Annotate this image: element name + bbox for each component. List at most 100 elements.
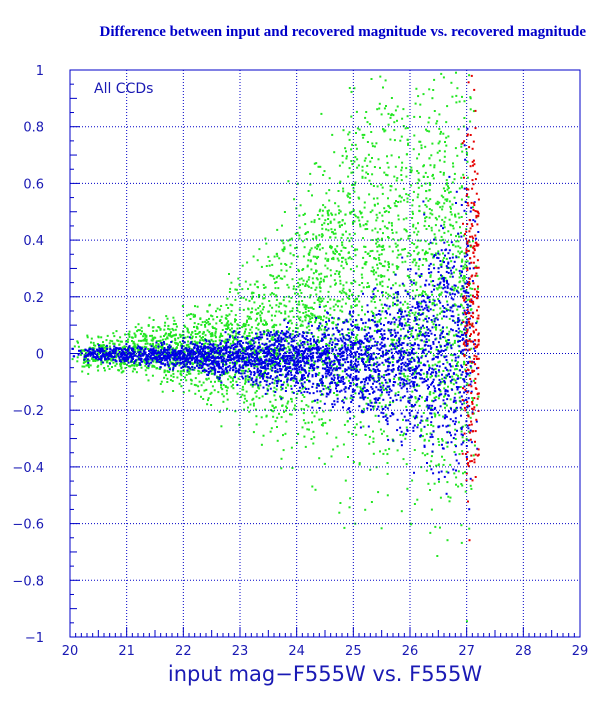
scatter-point-green <box>413 297 416 300</box>
scatter-point-green <box>411 217 414 219</box>
scatter-point-blue <box>338 390 341 393</box>
scatter-point-green <box>316 401 319 404</box>
scatter-point-green <box>380 245 383 248</box>
scatter-point-green <box>341 310 344 313</box>
scatter-point-green <box>439 171 442 173</box>
scatter-point-green <box>454 428 457 431</box>
scatter-point-blue <box>357 377 360 380</box>
scatter-point-green <box>336 245 339 248</box>
scatter-point-green <box>368 285 370 288</box>
scatter-point-green <box>148 348 151 351</box>
scatter-point-green <box>330 247 333 250</box>
scatter-point-green <box>128 335 131 338</box>
scatter-point-green <box>322 297 325 300</box>
scatter-point-green <box>443 382 446 385</box>
scatter-point-green <box>333 317 335 320</box>
scatter-point-green <box>203 389 206 392</box>
scatter-point-green <box>319 290 322 293</box>
scatter-point-green <box>414 396 417 399</box>
scatter-point-green <box>382 452 385 455</box>
scatter-point-green <box>341 161 344 164</box>
scatter-point-blue <box>431 450 434 453</box>
scatter-point-green <box>469 484 472 487</box>
scatter-point-green <box>344 213 347 216</box>
scatter-point-green <box>200 384 203 387</box>
scatter-point-green <box>91 358 94 360</box>
scatter-point-green <box>458 281 461 284</box>
scatter-point-green <box>307 285 310 288</box>
scatter-point-green <box>409 254 412 257</box>
scatter-point-green <box>424 293 427 296</box>
scatter-point-blue <box>447 266 450 269</box>
scatter-point-green <box>218 320 221 322</box>
scatter-point-green <box>406 365 408 368</box>
scatter-point-blue <box>368 345 371 348</box>
scatter-point-green <box>377 274 380 277</box>
scatter-point-green <box>394 392 397 395</box>
scatter-point-green <box>151 337 154 340</box>
scatter-point-green <box>165 374 167 377</box>
scatter-point-green <box>350 148 353 151</box>
scatter-point-green <box>420 274 423 277</box>
scatter-point-green <box>243 332 246 335</box>
scatter-point-blue <box>269 331 272 334</box>
scatter-point-green <box>237 324 240 327</box>
scatter-point-green <box>328 317 330 320</box>
scatter-point-green <box>442 173 445 176</box>
scatter-point-green <box>108 345 111 348</box>
scatter-point-blue <box>456 334 458 337</box>
scatter-point-green <box>350 160 353 162</box>
scatter-point-blue <box>102 355 105 358</box>
scatter-point-green <box>208 317 210 320</box>
scatter-point-green <box>425 353 428 356</box>
scatter-point-green <box>224 371 227 374</box>
scatter-point-blue <box>345 369 348 372</box>
scatter-point-green <box>352 209 355 212</box>
scatter-point-green <box>333 309 336 312</box>
scatter-point-green <box>173 319 176 322</box>
scatter-point-green <box>347 320 350 323</box>
scatter-point-green <box>304 445 307 448</box>
scatter-point-blue <box>451 275 454 278</box>
scatter-point-green <box>234 298 237 301</box>
scatter-point-blue <box>432 400 435 403</box>
scatter-point-green <box>445 470 448 473</box>
scatter-point-green <box>335 323 338 326</box>
scatter-point-blue <box>303 381 306 384</box>
scatter-point-green <box>293 407 296 410</box>
scatter-point-green <box>180 334 183 337</box>
scatter-point-green <box>451 285 454 288</box>
scatter-point-blue <box>339 356 342 359</box>
scatter-point-green <box>446 266 449 269</box>
scatter-point-green <box>323 275 326 278</box>
scatter-point-green <box>375 219 378 222</box>
scatter-point-green <box>163 324 166 327</box>
scatter-point-blue <box>470 441 473 444</box>
scatter-point-green <box>305 232 308 234</box>
scatter-point-blue <box>318 384 320 387</box>
scatter-point-green <box>461 312 464 315</box>
scatter-point-green <box>412 415 415 418</box>
scatter-point-blue <box>327 356 330 359</box>
scatter-point-green <box>348 131 351 134</box>
scatter-point-green <box>449 205 452 208</box>
scatter-point-blue <box>377 388 380 391</box>
scatter-point-green <box>298 214 301 217</box>
scatter-point-green <box>182 368 185 371</box>
scatter-point-green <box>421 452 424 455</box>
scatter-point-green <box>461 150 464 153</box>
scatter-point-green <box>197 369 200 372</box>
scatter-point-green <box>469 294 472 297</box>
scatter-point-blue <box>160 342 163 344</box>
scatter-point-green <box>202 343 205 346</box>
scatter-point-green <box>453 172 456 175</box>
scatter-point-green <box>244 280 247 283</box>
scatter-point-blue <box>402 315 405 318</box>
scatter-point-green <box>161 338 164 341</box>
scatter-point-green <box>395 231 398 234</box>
scatter-point-blue <box>272 348 275 351</box>
scatter-point-green <box>326 212 329 214</box>
scatter-point-green <box>375 242 378 245</box>
scatter-point-blue <box>445 270 448 273</box>
scatter-point-green <box>290 296 293 299</box>
